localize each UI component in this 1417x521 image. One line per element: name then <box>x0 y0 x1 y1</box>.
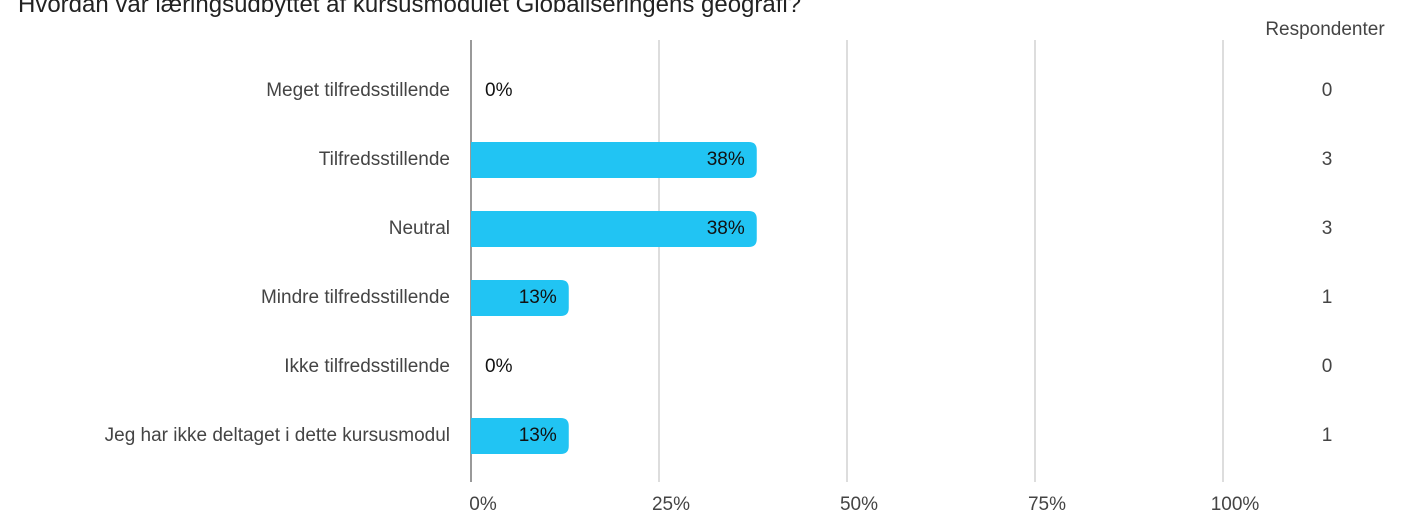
bar <box>471 211 757 247</box>
data-label: 13% <box>519 287 557 308</box>
chart-title: Hvordan var læringsudbyttet af kursusmod… <box>18 0 801 18</box>
respondent-count: 3 <box>1322 218 1333 239</box>
bar <box>471 280 569 316</box>
bar <box>471 418 569 454</box>
respondent-count: 0 <box>1322 80 1333 101</box>
data-label: 0% <box>485 356 513 377</box>
category-label: Ikke tilfredsstillende <box>284 356 450 377</box>
category-label: Tilfredsstillende <box>319 149 450 170</box>
category-label: Mindre tilfredsstillende <box>261 287 450 308</box>
respondent-count: 1 <box>1322 425 1333 446</box>
category-label: Neutral <box>389 218 450 239</box>
x-tick-label: 75% <box>1028 494 1066 515</box>
respondent-count: 1 <box>1322 287 1333 308</box>
x-tick-label: 0% <box>469 494 497 515</box>
category-label: Jeg har ikke deltaget i dette kursusmodu… <box>105 425 450 446</box>
respondent-count: 0 <box>1322 356 1333 377</box>
data-label: 38% <box>707 218 745 239</box>
bar <box>471 142 757 178</box>
x-tick-label: 50% <box>840 494 878 515</box>
x-tick-label: 25% <box>652 494 690 515</box>
category-label: Meget tilfredsstillende <box>266 80 450 101</box>
respondents-header: Respondenter <box>1265 19 1385 40</box>
data-label: 13% <box>519 425 557 446</box>
respondent-count: 3 <box>1322 149 1333 170</box>
data-label: 38% <box>707 149 745 170</box>
x-tick-label: 100% <box>1211 494 1260 515</box>
data-label: 0% <box>485 80 513 101</box>
